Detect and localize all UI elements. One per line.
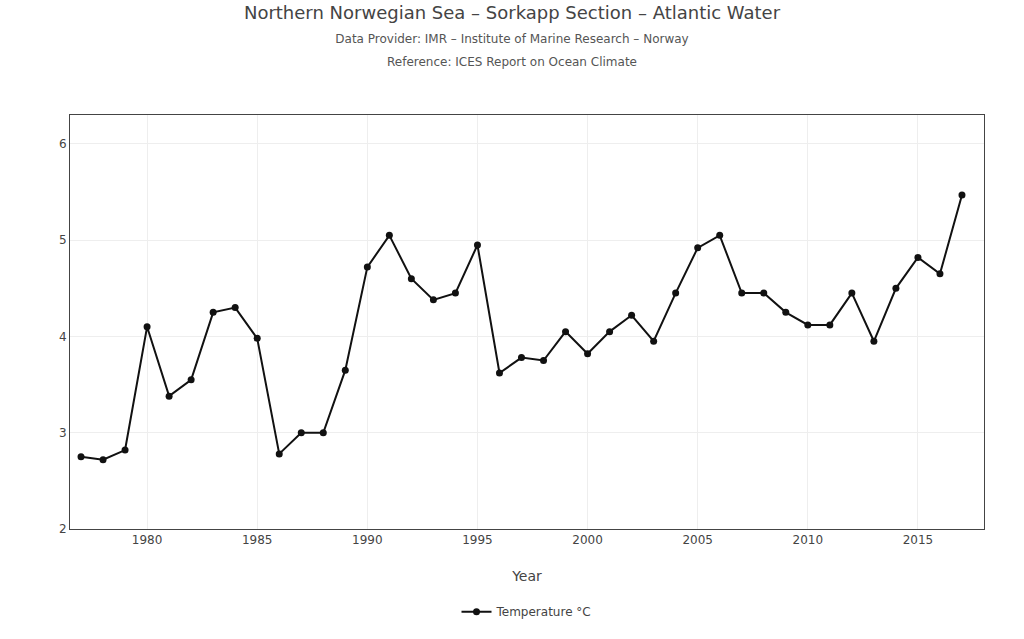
svg-text:Temperature °C: Temperature °C	[496, 605, 591, 619]
svg-text:2005: 2005	[682, 533, 713, 547]
svg-text:5: 5	[59, 233, 67, 247]
svg-text:Year: Year	[511, 568, 542, 584]
svg-text:3: 3	[59, 426, 67, 440]
svg-text:4: 4	[59, 330, 67, 344]
svg-text:2000: 2000	[572, 533, 603, 547]
svg-text:1990: 1990	[352, 533, 383, 547]
svg-text:2: 2	[59, 522, 67, 536]
svg-text:6: 6	[59, 137, 67, 151]
svg-text:2015: 2015	[903, 533, 934, 547]
svg-text:2010: 2010	[793, 533, 824, 547]
svg-text:1980: 1980	[132, 533, 163, 547]
svg-text:1995: 1995	[462, 533, 493, 547]
svg-text:1985: 1985	[242, 533, 273, 547]
svg-text:Northern Norwegian Sea – Sorka: Northern Norwegian Sea – Sorkapp Section…	[244, 2, 781, 69]
